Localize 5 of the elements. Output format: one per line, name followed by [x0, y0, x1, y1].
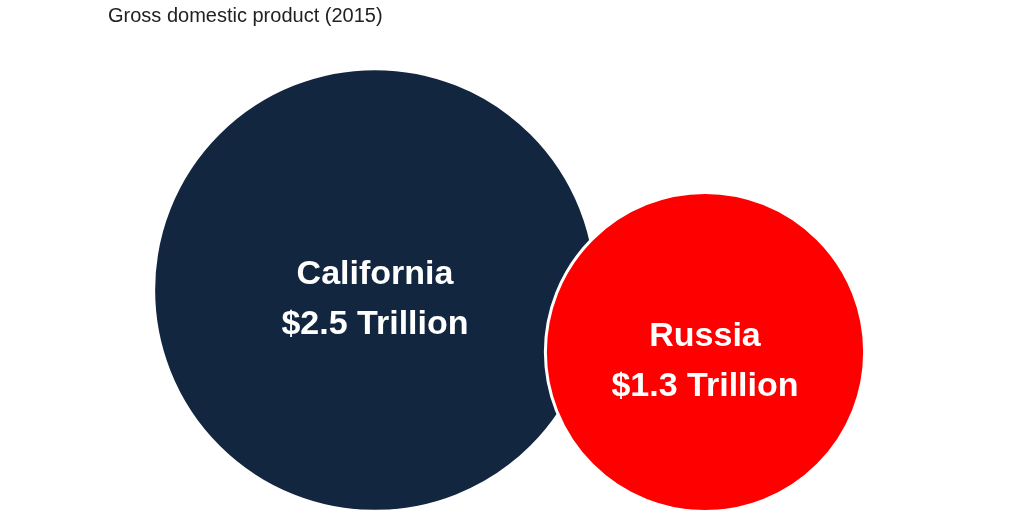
category-label: California — [296, 253, 455, 291]
data-label: $2.5 Trillion — [281, 303, 469, 341]
data-label: $1.3 Trillion — [611, 365, 799, 403]
category-label: Russia — [649, 315, 762, 353]
text: Gross domestic product (2015) — [108, 4, 383, 26]
